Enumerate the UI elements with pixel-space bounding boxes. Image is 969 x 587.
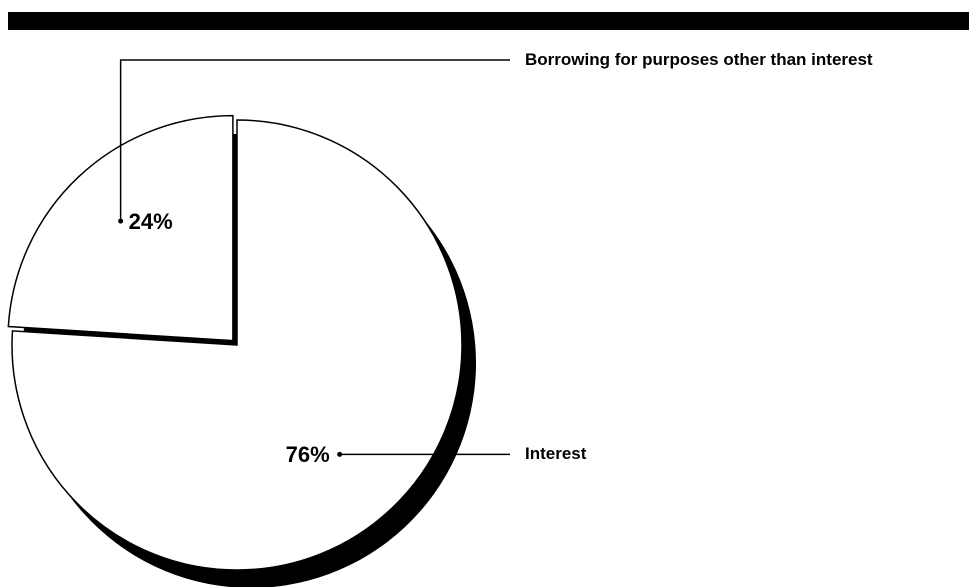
- category-label: Borrowing for purposes other than intere…: [525, 50, 873, 69]
- header-bar: [8, 12, 969, 30]
- value-label: 24%: [129, 209, 173, 234]
- category-label: Interest: [525, 444, 587, 464]
- value-label: 76%: [286, 442, 330, 467]
- leader-line: [119, 59, 510, 222]
- slice: [7, 114, 234, 342]
- slice: [11, 119, 463, 571]
